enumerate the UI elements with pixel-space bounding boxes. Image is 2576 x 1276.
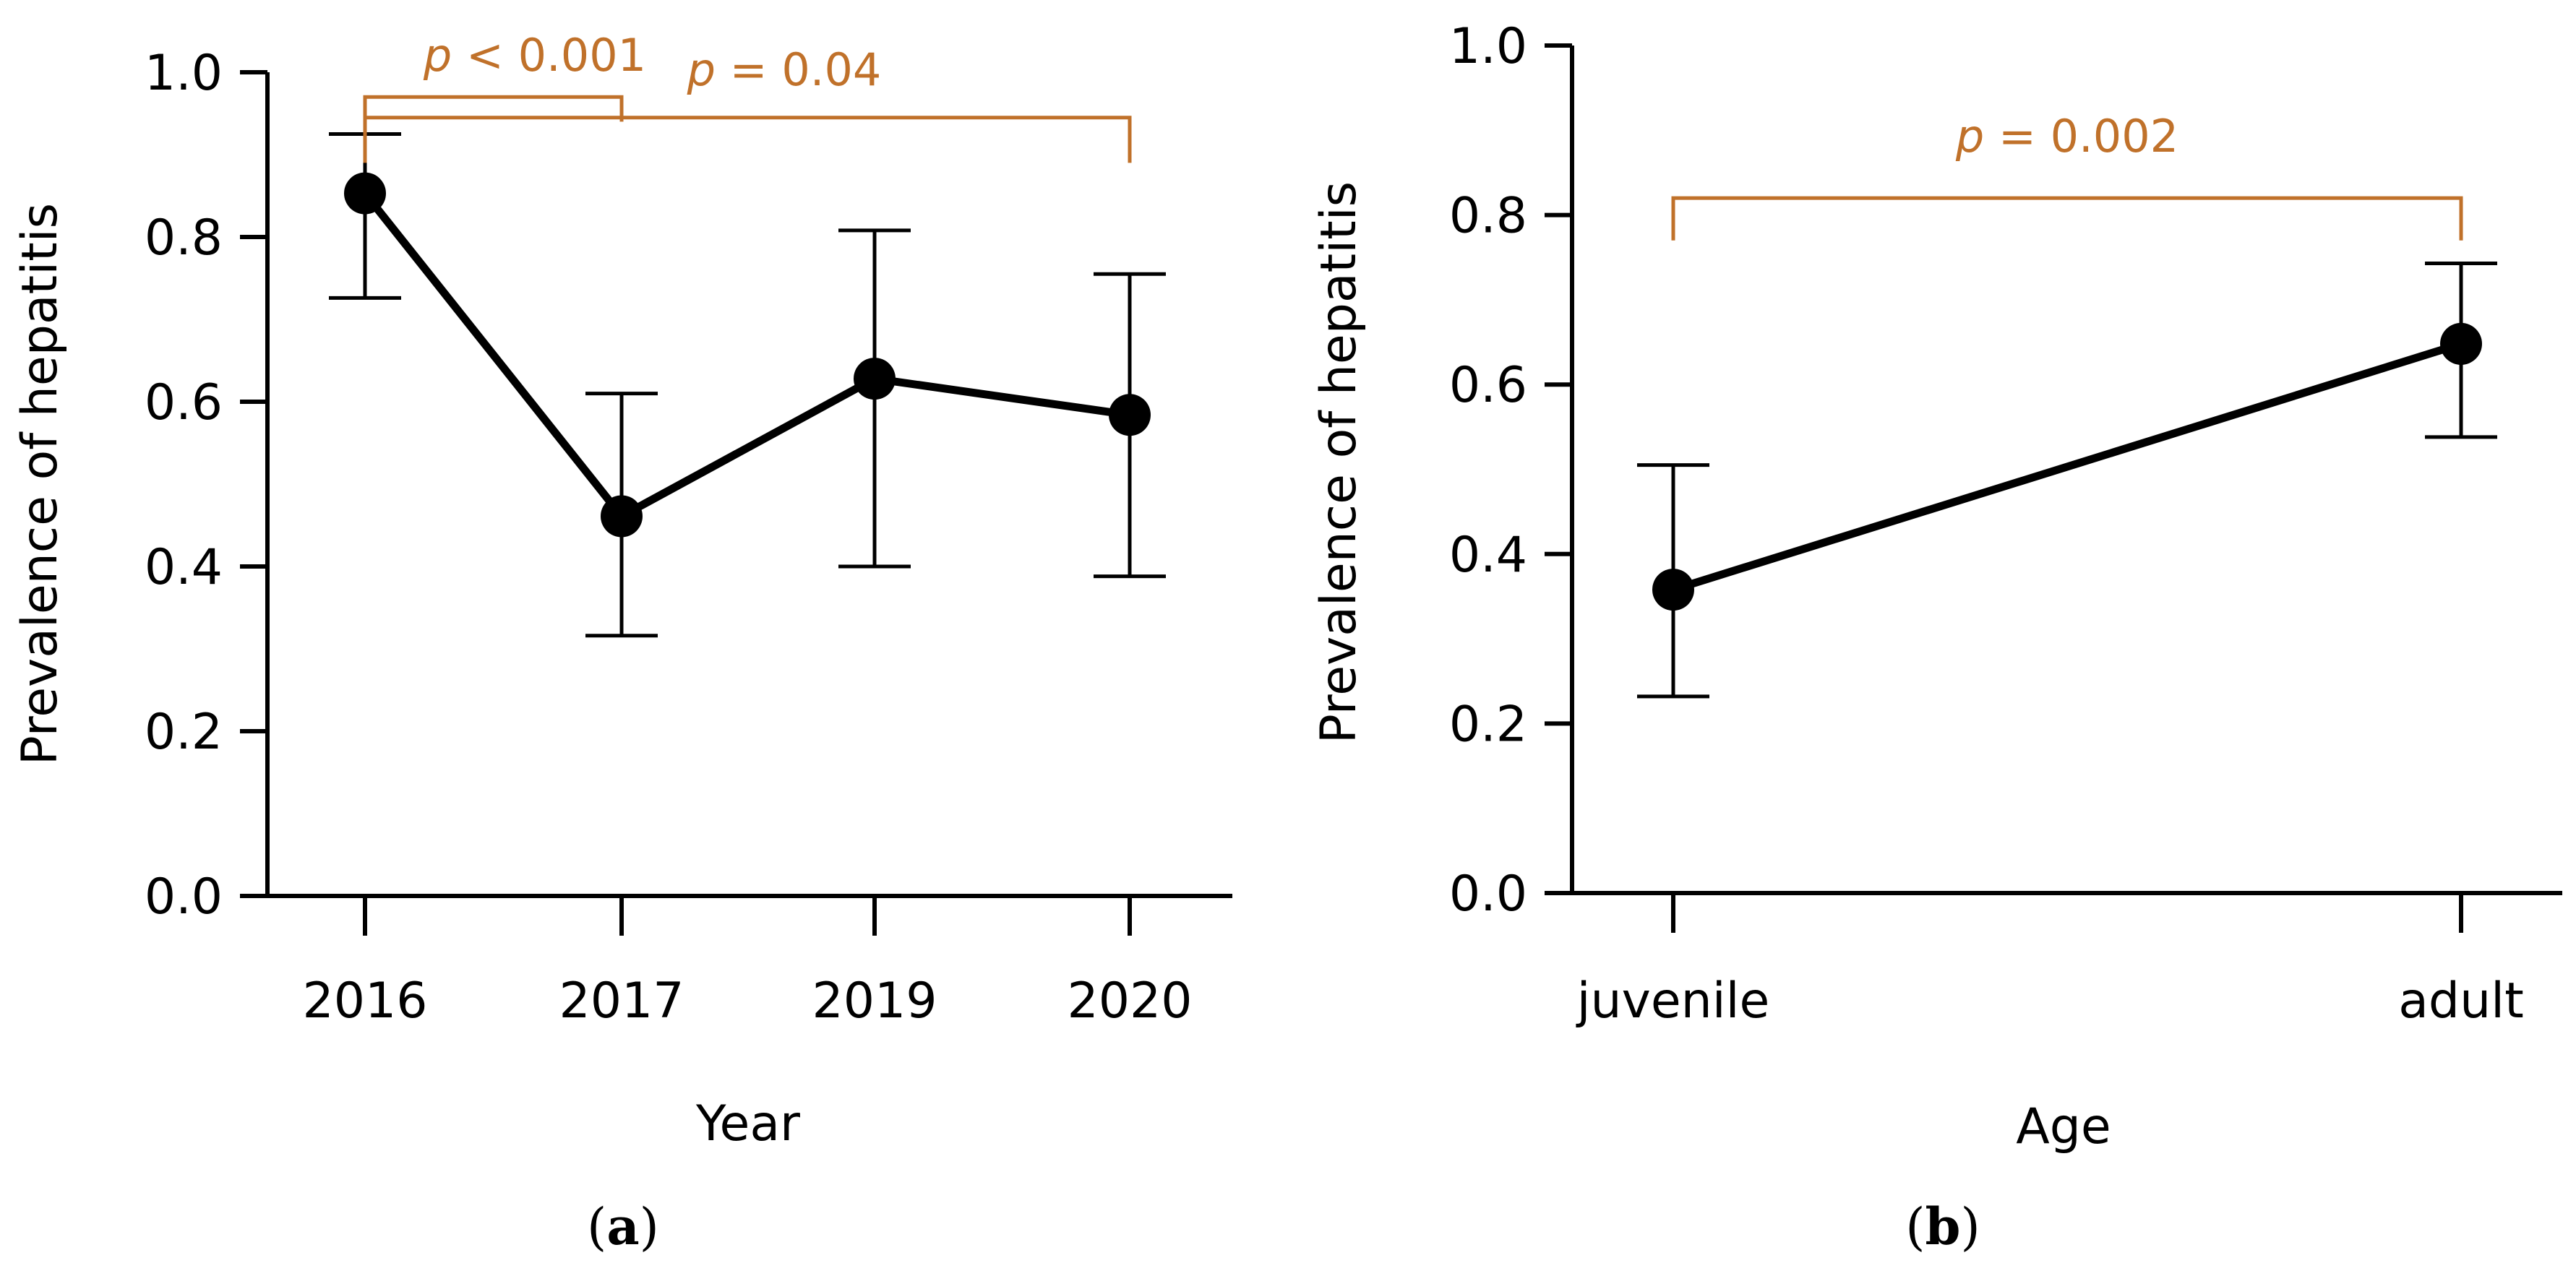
- y-tick-label: 0.4: [1449, 527, 1527, 584]
- y-tick-label: 0.8: [145, 210, 223, 267]
- y-tick-label: 0.2: [1449, 696, 1527, 753]
- x-tick-label: adult: [2398, 973, 2524, 1030]
- panel-label-open: (: [1905, 1197, 1925, 1256]
- p-value-text: = 0.002: [1984, 110, 2178, 163]
- series-line: [361, 191, 1130, 520]
- y-axis-title: Prevalence of hepatitis: [1310, 181, 1368, 743]
- x-axis-title: Age: [2016, 1098, 2111, 1155]
- panel-label-close: ): [1960, 1197, 1980, 1256]
- p-value-label: p = 0.04: [687, 43, 882, 96]
- p-symbol: p: [1955, 110, 1984, 163]
- y-tick-label: 0.6: [1449, 357, 1527, 414]
- y-tick-label: 0.0: [1449, 866, 1527, 923]
- p-value-text: = 0.04: [716, 43, 881, 96]
- data-point: [2440, 322, 2482, 365]
- p-value-text: < 0.001: [452, 29, 646, 82]
- p-symbol: p: [687, 43, 716, 96]
- y-tick-label: 0.8: [1449, 188, 1527, 245]
- panel-label: (a): [587, 1197, 659, 1256]
- y-tick-label: 1.0: [145, 45, 223, 102]
- y-tick-label: 0.6: [145, 374, 223, 431]
- data-point: [854, 358, 896, 400]
- y-tick-label: 0.0: [145, 868, 223, 926]
- x-tick-label: juvenile: [1576, 973, 1770, 1030]
- panel-label-letter: a: [606, 1197, 639, 1256]
- y-tick-label: 0.4: [145, 539, 223, 596]
- data-point: [1109, 394, 1151, 436]
- panel-label-close: ): [640, 1197, 659, 1256]
- p-value-label: p = 0.002: [1955, 110, 2178, 163]
- y-axis-title: Prevalence of hepatitis: [12, 203, 69, 765]
- x-axis-title: Year: [695, 1095, 800, 1152]
- x-tick-label: 2017: [559, 973, 684, 1030]
- significance-bracket: [363, 95, 624, 122]
- panel-label-open: (: [587, 1197, 606, 1256]
- data-point: [1652, 569, 1694, 611]
- data-point: [601, 495, 643, 538]
- panel-b-chart: 0.0 0.2 0.4 0.6 0.8 1.0 juvenile adult Age Preval…: [1310, 18, 2562, 1256]
- x-tick-label: 2016: [302, 973, 427, 1030]
- significance-bracket: [1671, 196, 2463, 241]
- panel-a-chart: 0.0 0.2 0.4 0.6 0.8 1.0 2016 2017 2019 2020 Year Pr…: [12, 29, 1232, 1256]
- panel-label: (b): [1905, 1197, 1980, 1256]
- panel-label-letter: b: [1925, 1197, 1961, 1256]
- x-tick-label: 2020: [1067, 973, 1192, 1030]
- y-tick-label: 1.0: [1449, 18, 1527, 75]
- x-tick-label: 2019: [812, 973, 937, 1030]
- data-point: [344, 172, 386, 215]
- series-line: [1672, 340, 2463, 594]
- p-symbol: p: [423, 29, 452, 82]
- significance-bracket: [363, 116, 1132, 163]
- y-tick-label: 0.2: [145, 704, 223, 761]
- p-value-label: p < 0.001: [423, 29, 646, 82]
